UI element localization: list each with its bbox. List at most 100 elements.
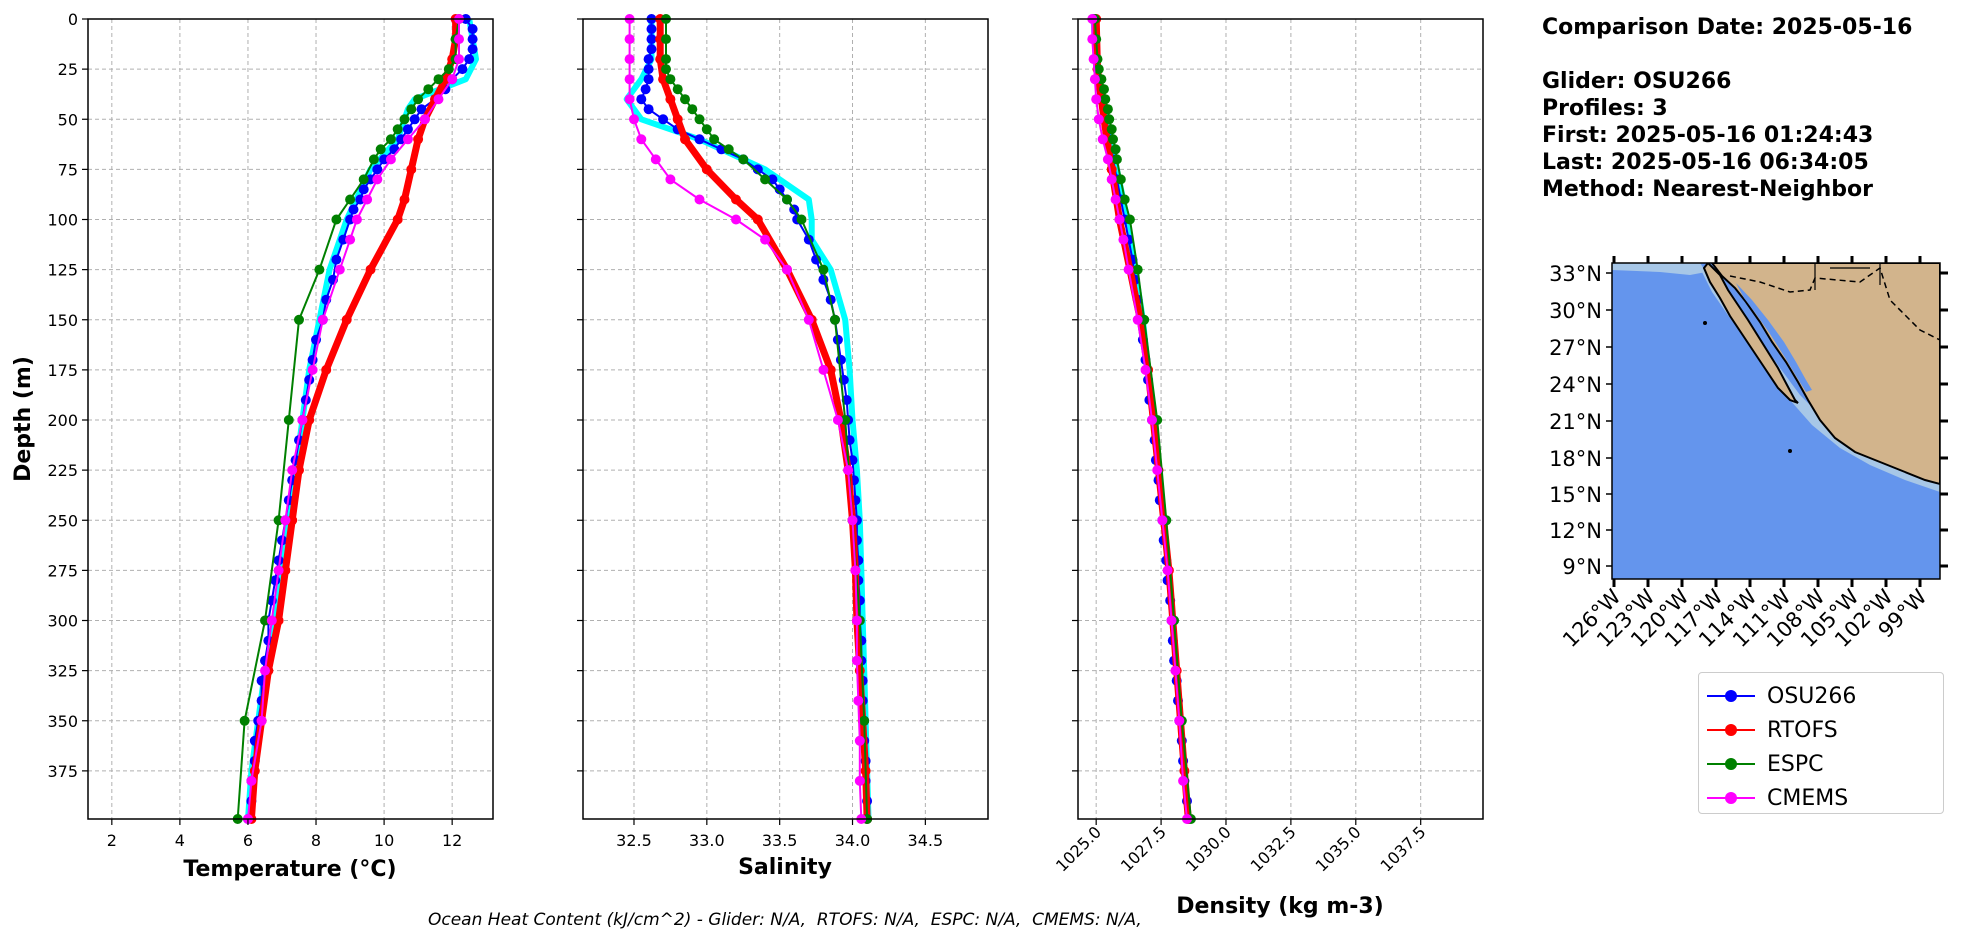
temperature-point-cmems bbox=[280, 515, 291, 526]
density-point-espc bbox=[1132, 264, 1143, 275]
salinity-point-rtofs bbox=[665, 94, 676, 105]
spacer bbox=[1542, 41, 1912, 68]
temperature-x-tick-label: 2 bbox=[107, 831, 117, 850]
salinity-panel: 32.5 33.0 33.5 34.0 34.5 bbox=[577, 14, 989, 850]
salinity-point-rtofs bbox=[672, 114, 683, 125]
salinity-point-rtofs bbox=[731, 194, 741, 205]
map-lat-label: 33°N bbox=[1549, 262, 1602, 286]
temperature-point-espc bbox=[423, 84, 434, 95]
temperature-point-osu266 bbox=[389, 144, 400, 155]
temperature-point-cmems bbox=[372, 174, 383, 185]
salinity-point-cmems bbox=[650, 154, 661, 165]
legend-swatch bbox=[1707, 753, 1755, 775]
density-x-axis-label: Density (kg m-3) bbox=[1176, 894, 1384, 919]
density-point-cmems bbox=[1178, 775, 1189, 786]
temperature-point-cmems bbox=[307, 364, 318, 375]
temperature-point-rtofs bbox=[413, 134, 424, 145]
salinity-point-cmems bbox=[843, 465, 854, 476]
salinity-point-cmems bbox=[624, 34, 635, 45]
temperature-point-rtofs bbox=[406, 164, 417, 175]
salinity-point-cmems bbox=[854, 775, 865, 786]
density-point-cmems bbox=[1093, 114, 1104, 125]
legend-label: ESPC bbox=[1767, 751, 1824, 777]
y-tick-label: 350 bbox=[47, 712, 78, 731]
density-point-espc bbox=[1100, 94, 1111, 105]
density-point-espc bbox=[1115, 174, 1126, 185]
profile-count: Profiles: 3 bbox=[1542, 96, 1668, 121]
density-x-tick-label: 1027.5 bbox=[1117, 822, 1170, 875]
salinity-point-cmems bbox=[760, 234, 771, 245]
temperature-point-espc bbox=[406, 104, 417, 115]
salinity-point-rtofs bbox=[680, 134, 690, 145]
temperature-point-espc bbox=[283, 415, 294, 425]
map-lat-label: 12°N bbox=[1549, 519, 1602, 543]
y-tick-label: 100 bbox=[47, 211, 78, 230]
salinity-point-espc bbox=[760, 174, 771, 185]
salinity-point-espc bbox=[818, 264, 829, 275]
temperature-point-rtofs bbox=[399, 194, 410, 205]
temperature-point-cmems bbox=[297, 415, 308, 425]
ocean-heat-content-note: Ocean Heat Content (kJ/cm^2) - Glider: N… bbox=[428, 910, 1142, 930]
density-point-cmems bbox=[1110, 194, 1121, 205]
y-tick-label: 125 bbox=[47, 261, 78, 280]
salinity-point-cmems bbox=[851, 615, 862, 626]
legend-item-rtofs: RTOFS bbox=[1707, 713, 1943, 747]
salinity-point-osu266 bbox=[646, 24, 657, 34]
density-x-tick-label: 1025.0 bbox=[1052, 822, 1105, 875]
density-point-cmems bbox=[1118, 234, 1129, 245]
temperature-point-espc bbox=[314, 264, 325, 275]
temperature-point-osu266 bbox=[402, 124, 413, 135]
temperature-point-osu266 bbox=[348, 204, 359, 215]
temperature-point-rtofs bbox=[392, 214, 403, 225]
method: Method: Nearest-Neighbor bbox=[1542, 177, 1873, 202]
temperature-point-cmems bbox=[385, 154, 396, 165]
salinity-point-osu266 bbox=[835, 354, 846, 365]
legend-label: OSU266 bbox=[1767, 683, 1857, 709]
temperature-point-espc bbox=[399, 114, 410, 125]
y-tick-label: 225 bbox=[47, 461, 78, 480]
temperature-point-osu266 bbox=[467, 34, 478, 45]
temperature-point-espc bbox=[345, 194, 356, 205]
temperature-point-rtofs bbox=[341, 314, 352, 325]
temperature-point-osu266 bbox=[409, 114, 420, 125]
temperature-point-rtofs bbox=[321, 364, 332, 375]
y-tick-label: 50 bbox=[58, 110, 78, 129]
salinity-point-espc bbox=[694, 114, 705, 125]
map-land-baja bbox=[1702, 263, 1799, 404]
density-point-cmems bbox=[1123, 264, 1134, 275]
salinity-point-espc bbox=[680, 94, 690, 105]
density-point-cmems bbox=[1166, 615, 1177, 626]
y-tick-label: 0 bbox=[68, 10, 78, 29]
temperature-point-rtofs bbox=[249, 765, 260, 776]
map-lat-label: 18°N bbox=[1549, 447, 1602, 471]
temperature-point-cmems bbox=[256, 715, 267, 726]
temperature-point-espc bbox=[294, 314, 304, 325]
density-point-rtofs bbox=[1179, 765, 1190, 776]
first-profile-time: First: 2025-05-16 01:24:43 bbox=[1542, 123, 1874, 148]
salinity-point-cmems bbox=[803, 314, 814, 325]
comparison-date: Comparison Date: 2025-05-16 bbox=[1542, 15, 1913, 40]
salinity-point-osu266 bbox=[694, 134, 705, 145]
y-tick-label: 75 bbox=[58, 160, 78, 179]
map-lat-label: 30°N bbox=[1549, 299, 1602, 323]
salinity-point-espc bbox=[723, 144, 734, 155]
salinity-point-espc bbox=[830, 314, 840, 325]
map-lat-label: 21°N bbox=[1549, 410, 1602, 434]
salinity-point-espc bbox=[840, 415, 851, 425]
salinity-point-cmems bbox=[818, 364, 829, 375]
map-us-states bbox=[1814, 263, 1881, 290]
salinity-x-tick-label: 34.5 bbox=[908, 831, 944, 850]
salinity-point-espc bbox=[661, 64, 671, 75]
temperature-point-cmems bbox=[454, 54, 464, 65]
density-point-espc bbox=[1104, 114, 1115, 125]
legend-swatch bbox=[1707, 719, 1755, 741]
density-point-espc bbox=[1111, 154, 1122, 165]
temperature-point-osu266 bbox=[457, 64, 468, 75]
salinity-point-cmems bbox=[853, 695, 864, 706]
temperature-point-cmems bbox=[273, 565, 284, 576]
density-point-cmems bbox=[1132, 314, 1143, 325]
legend-label: CMEMS bbox=[1767, 785, 1849, 811]
comparison-info: Comparison Date: 2025-05-16 Glider: OSU2… bbox=[1542, 14, 1912, 203]
temperature-point-cmems bbox=[419, 114, 430, 125]
temperature-point-espc bbox=[239, 715, 250, 726]
